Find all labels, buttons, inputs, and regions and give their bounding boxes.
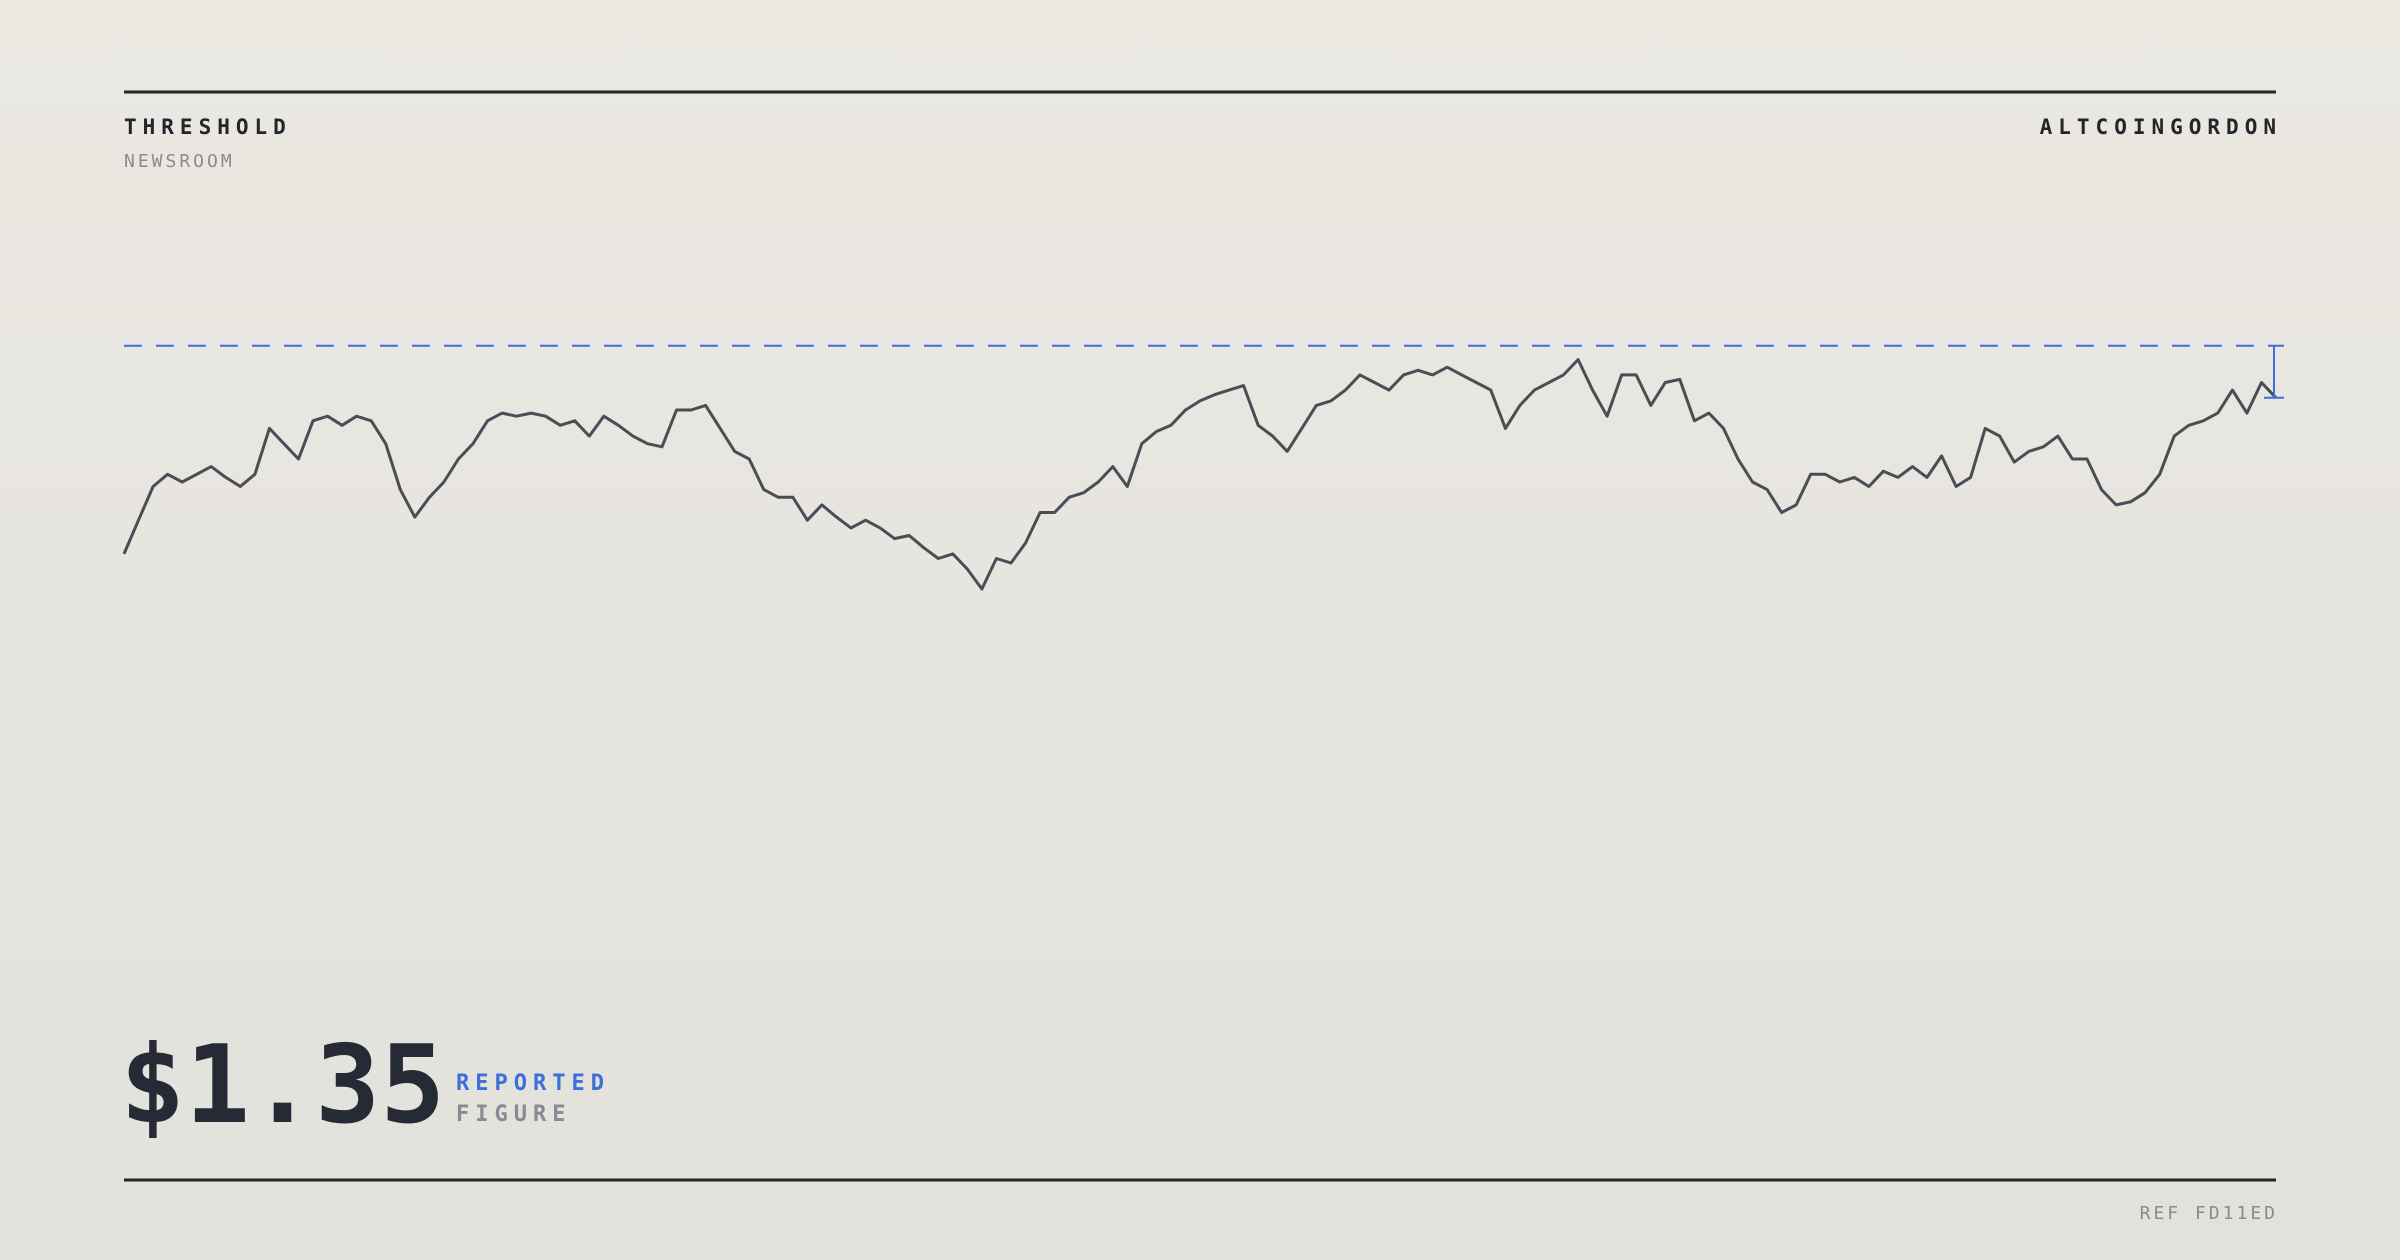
title: THRESHOLD: [124, 115, 292, 139]
price-line: [122, 358, 2278, 591]
figure-sublabel: FIGURE: [456, 1102, 571, 1127]
figure-value: $1.35: [120, 1023, 445, 1148]
ref: REF FD11ED: [2140, 1203, 2278, 1224]
subtitle: NEWSROOM: [124, 151, 235, 172]
author: ALTCOINGORDON: [2040, 115, 2282, 139]
figure-label: REPORTED: [456, 1071, 610, 1096]
